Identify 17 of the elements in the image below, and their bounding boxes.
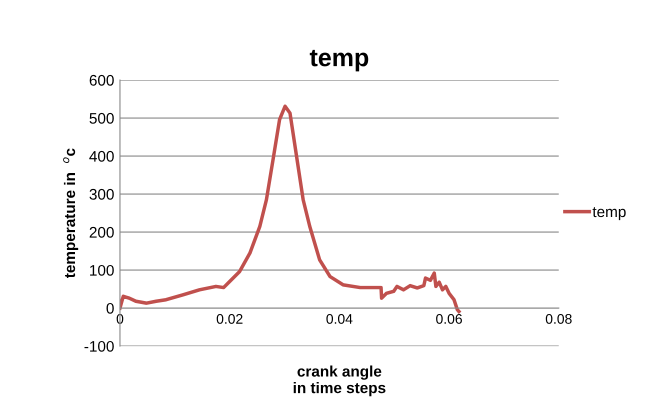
y-axis-title: temperature in $^{o}$c <box>63 148 78 278</box>
y-tick-label: 300 <box>90 188 114 200</box>
x-tick-label: 0.06 <box>436 314 462 324</box>
line-series <box>120 104 461 314</box>
x-axis-title: crank angle in time steps <box>294 365 386 396</box>
x-tick-label: 0.08 <box>546 314 572 324</box>
x-tick-label: 0.04 <box>326 314 352 324</box>
y-tick-label: 400 <box>89 150 114 162</box>
y-tick-label: 600 <box>90 74 114 86</box>
y-tick-label: 100 <box>90 264 114 276</box>
x-tick-label: 0.02 <box>216 314 242 324</box>
legend-label: temp <box>592 207 626 220</box>
y-tick-label: 0 <box>106 302 114 314</box>
y-tick-label: -100 <box>84 340 114 352</box>
y-tick-label: 200 <box>90 226 114 238</box>
y-tick-label: 500 <box>90 112 114 124</box>
chart-title: temp <box>310 50 368 72</box>
